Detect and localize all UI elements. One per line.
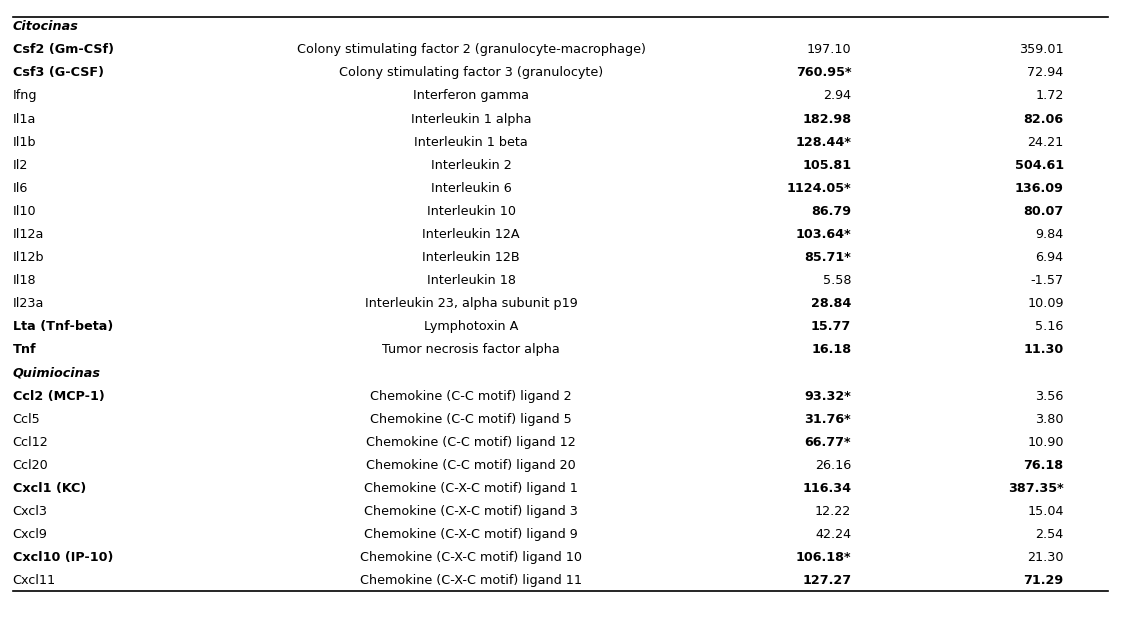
Text: 103.64*: 103.64*: [796, 228, 851, 241]
Text: Chemokine (C-X-C motif) ligand 11: Chemokine (C-X-C motif) ligand 11: [360, 574, 582, 587]
Text: 106.18*: 106.18*: [796, 551, 851, 564]
Text: Chemokine (C-X-C motif) ligand 10: Chemokine (C-X-C motif) ligand 10: [360, 551, 582, 564]
Text: Interleukin 23, alpha subunit p19: Interleukin 23, alpha subunit p19: [364, 297, 577, 310]
Text: Lymphotoxin A: Lymphotoxin A: [424, 320, 518, 334]
Text: Il12a: Il12a: [12, 228, 44, 241]
Text: 387.35*: 387.35*: [1008, 482, 1064, 495]
Text: 28.84: 28.84: [810, 297, 851, 310]
Text: 197.10: 197.10: [807, 43, 851, 56]
Text: Tnf: Tnf: [12, 344, 36, 357]
Text: Ccl5: Ccl5: [12, 413, 40, 426]
Text: Csf2 (Gm-CSf): Csf2 (Gm-CSf): [12, 43, 113, 56]
Text: Chemokine (C-C motif) ligand 20: Chemokine (C-C motif) ligand 20: [367, 459, 576, 472]
Text: Chemokine (C-X-C motif) ligand 9: Chemokine (C-X-C motif) ligand 9: [364, 528, 578, 541]
Text: Il1b: Il1b: [12, 135, 36, 149]
Text: 15.04: 15.04: [1027, 505, 1064, 518]
Text: 1.72: 1.72: [1036, 90, 1064, 102]
Text: 66.77*: 66.77*: [805, 436, 851, 449]
Text: 2.54: 2.54: [1036, 528, 1064, 541]
Text: Interleukin 2: Interleukin 2: [430, 159, 511, 172]
Text: Colony stimulating factor 2 (granulocyte-macrophage): Colony stimulating factor 2 (granulocyte…: [297, 43, 646, 56]
Text: Interleukin 1 alpha: Interleukin 1 alpha: [410, 112, 531, 125]
Text: Interleukin 1 beta: Interleukin 1 beta: [414, 135, 528, 149]
Text: 5.16: 5.16: [1036, 320, 1064, 334]
Text: 504.61: 504.61: [1015, 159, 1064, 172]
Text: 3.80: 3.80: [1035, 413, 1064, 426]
Text: 26.16: 26.16: [815, 459, 851, 472]
Text: 42.24: 42.24: [815, 528, 851, 541]
Text: 128.44*: 128.44*: [796, 135, 851, 149]
Text: Ccl20: Ccl20: [12, 459, 48, 472]
Text: Interleukin 10: Interleukin 10: [427, 205, 516, 218]
Text: Il18: Il18: [12, 274, 36, 287]
Text: 71.29: 71.29: [1023, 574, 1064, 587]
Text: 80.07: 80.07: [1023, 205, 1064, 218]
Text: Cxcl11: Cxcl11: [12, 574, 56, 587]
Text: 359.01: 359.01: [1019, 43, 1064, 56]
Text: Il10: Il10: [12, 205, 36, 218]
Text: Il2: Il2: [12, 159, 28, 172]
Text: Cxcl10 (IP-10): Cxcl10 (IP-10): [12, 551, 113, 564]
Text: Interleukin 12B: Interleukin 12B: [423, 251, 520, 264]
Text: -1.57: -1.57: [1030, 274, 1064, 287]
Text: Ccl12: Ccl12: [12, 436, 48, 449]
Text: Quimiocinas: Quimiocinas: [12, 367, 101, 379]
Text: 85.71*: 85.71*: [805, 251, 851, 264]
Text: Tumor necrosis factor alpha: Tumor necrosis factor alpha: [382, 344, 559, 357]
Text: Cxcl3: Cxcl3: [12, 505, 47, 518]
Text: 136.09: 136.09: [1015, 182, 1064, 195]
Text: Il6: Il6: [12, 182, 28, 195]
Text: 1124.05*: 1124.05*: [787, 182, 851, 195]
Text: Chemokine (C-C motif) ligand 12: Chemokine (C-C motif) ligand 12: [367, 436, 576, 449]
Text: 86.79: 86.79: [812, 205, 851, 218]
Text: 2.94: 2.94: [823, 90, 851, 102]
Text: Cxcl9: Cxcl9: [12, 528, 47, 541]
Text: Il1a: Il1a: [12, 112, 36, 125]
Text: 93.32*: 93.32*: [805, 389, 851, 403]
Text: 12.22: 12.22: [815, 505, 851, 518]
Text: Chemokine (C-C motif) ligand 2: Chemokine (C-C motif) ligand 2: [370, 389, 572, 403]
Text: 24.21: 24.21: [1028, 135, 1064, 149]
Text: Ccl2 (MCP-1): Ccl2 (MCP-1): [12, 389, 104, 403]
Text: 82.06: 82.06: [1023, 112, 1064, 125]
Text: Interferon gamma: Interferon gamma: [413, 90, 529, 102]
Text: Cxcl1 (KC): Cxcl1 (KC): [12, 482, 86, 495]
Text: Interleukin 18: Interleukin 18: [427, 274, 516, 287]
Text: 116.34: 116.34: [803, 482, 851, 495]
Text: Interleukin 12A: Interleukin 12A: [423, 228, 520, 241]
Text: Ifng: Ifng: [12, 90, 37, 102]
Text: Il12b: Il12b: [12, 251, 44, 264]
Text: 3.56: 3.56: [1036, 389, 1064, 403]
Text: Chemokine (C-X-C motif) ligand 3: Chemokine (C-X-C motif) ligand 3: [364, 505, 578, 518]
Text: 9.84: 9.84: [1036, 228, 1064, 241]
Text: Interleukin 6: Interleukin 6: [430, 182, 511, 195]
Text: 5.58: 5.58: [823, 274, 851, 287]
Text: 11.30: 11.30: [1023, 344, 1064, 357]
Text: 182.98: 182.98: [803, 112, 851, 125]
Text: 105.81: 105.81: [803, 159, 851, 172]
Text: 31.76*: 31.76*: [805, 413, 851, 426]
Text: 21.30: 21.30: [1027, 551, 1064, 564]
Text: 76.18: 76.18: [1023, 459, 1064, 472]
Text: 6.94: 6.94: [1036, 251, 1064, 264]
Text: 10.09: 10.09: [1027, 297, 1064, 310]
Text: 16.18: 16.18: [812, 344, 851, 357]
Text: 15.77: 15.77: [810, 320, 851, 334]
Text: Chemokine (C-X-C motif) ligand 1: Chemokine (C-X-C motif) ligand 1: [364, 482, 578, 495]
Text: 10.90: 10.90: [1027, 436, 1064, 449]
Text: Csf3 (G-CSF): Csf3 (G-CSF): [12, 66, 103, 79]
Text: Il23a: Il23a: [12, 297, 44, 310]
Text: Citocinas: Citocinas: [12, 20, 78, 33]
Text: Chemokine (C-C motif) ligand 5: Chemokine (C-C motif) ligand 5: [370, 413, 572, 426]
Text: 760.95*: 760.95*: [796, 66, 851, 79]
Text: 127.27: 127.27: [803, 574, 851, 587]
Text: Lta (Tnf-beta): Lta (Tnf-beta): [12, 320, 113, 334]
Text: 72.94: 72.94: [1028, 66, 1064, 79]
Text: Colony stimulating factor 3 (granulocyte): Colony stimulating factor 3 (granulocyte…: [339, 66, 603, 79]
